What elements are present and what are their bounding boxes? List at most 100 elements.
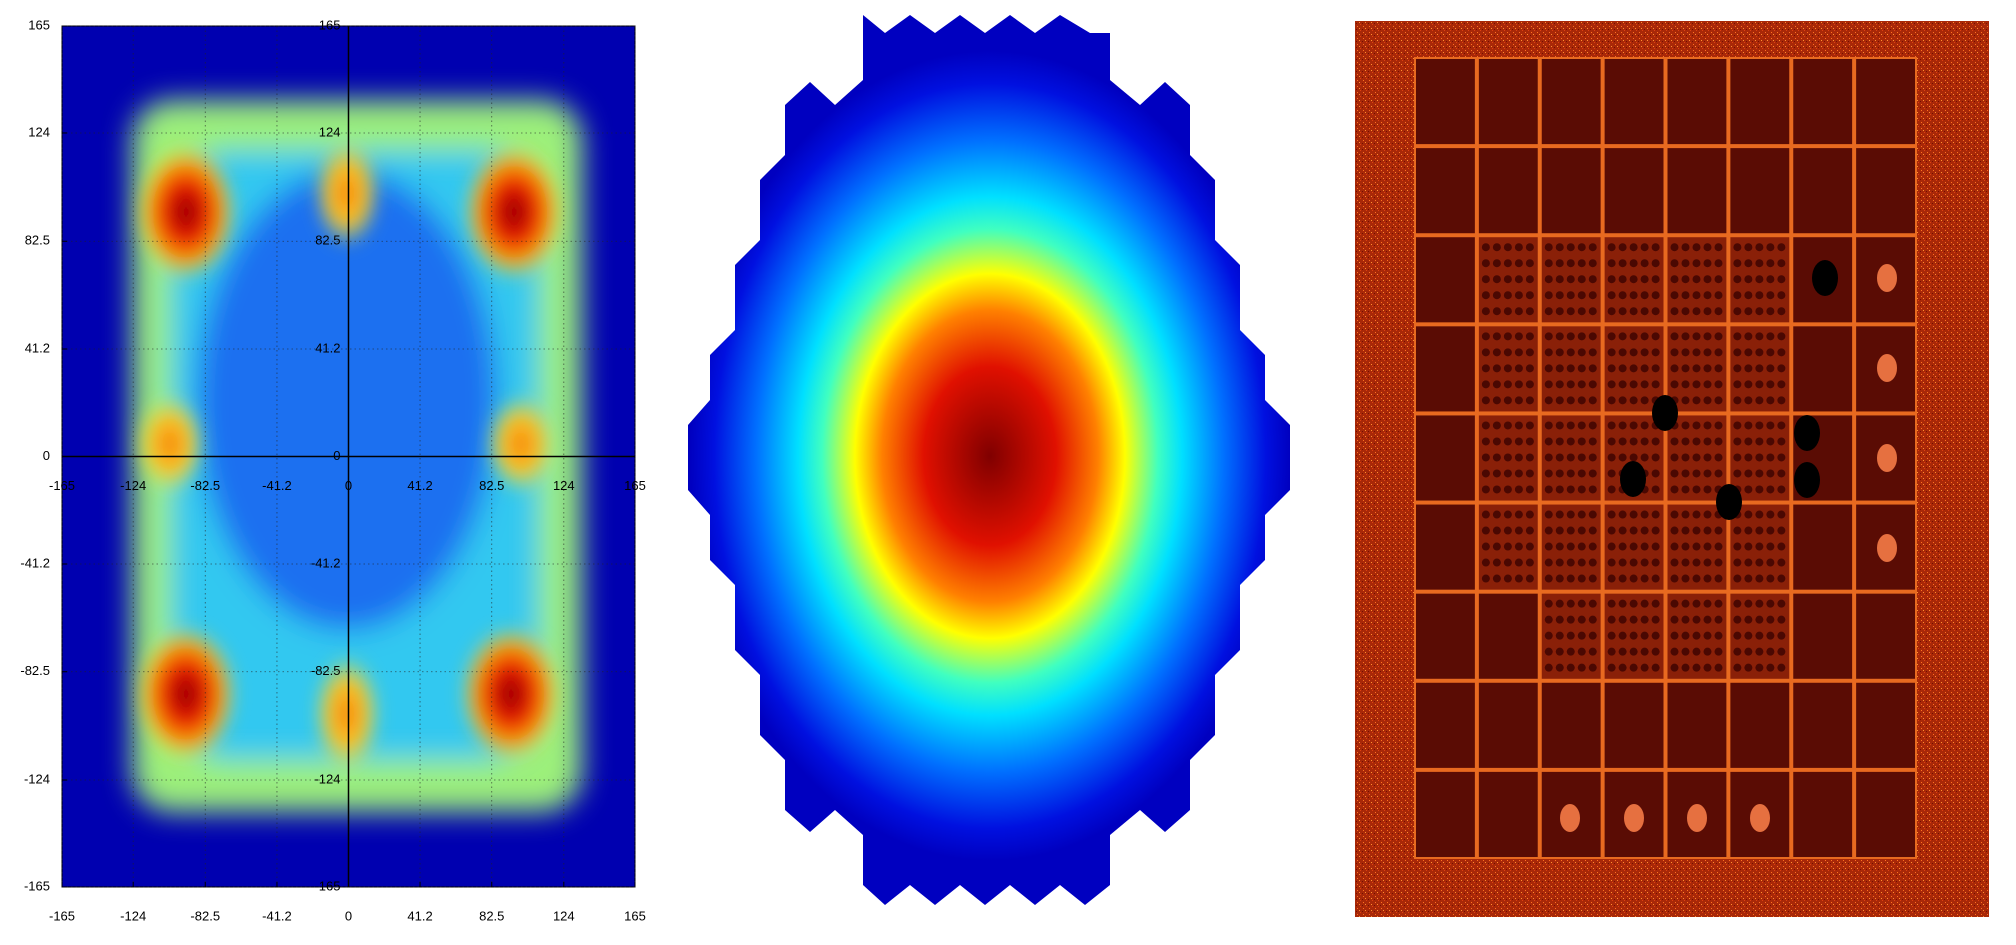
texture-hole [1766,396,1775,405]
texture-hole [1733,307,1742,316]
texture-hole [1566,542,1575,551]
texture-hole [1618,291,1627,300]
texture-hole [1525,396,1534,405]
texture-hole [1514,542,1523,551]
texture-hole [1618,631,1627,640]
texture-hole [1755,453,1764,462]
texture-hole [1703,631,1712,640]
texture-hole [1481,380,1490,389]
texture-hole [1492,259,1501,268]
texture-hole [1514,396,1523,405]
texture-hole [1607,380,1616,389]
texture-hole [1566,291,1575,300]
texture-hole [1640,275,1649,284]
y-axis-inner-label: -165 [314,878,340,893]
texture-hole [1492,526,1501,535]
texture-hole [1733,275,1742,284]
texture-hole [1755,599,1764,608]
texture-hole [1651,574,1660,583]
texture-hole [1681,259,1690,268]
texture-cell [1478,771,1538,857]
texture-hole [1525,453,1534,462]
texture-hole [1607,348,1616,357]
texture-hole [1544,291,1553,300]
texture-hole [1588,259,1597,268]
texture-hole [1777,307,1786,316]
texture-hole [1607,364,1616,373]
texture-hole [1703,348,1712,357]
texture-hole [1640,558,1649,567]
texture-hole [1714,599,1723,608]
texture-hole [1629,542,1638,551]
texture-hole [1577,599,1586,608]
texture-hole [1566,485,1575,494]
texture-hole [1640,380,1649,389]
texture-hole [1629,364,1638,373]
texture-hole [1670,259,1679,268]
texture-hole [1744,291,1753,300]
x-tick-label: 165 [624,908,646,923]
texture-hole [1777,332,1786,341]
texture-hole [1714,469,1723,478]
texture-cell [1416,237,1475,323]
texture-hole [1703,307,1712,316]
texture-hole [1714,396,1723,405]
texture-hole [1681,243,1690,252]
texture-hole [1588,380,1597,389]
texture-hole [1744,615,1753,624]
texture-hole [1503,469,1512,478]
texture-hole [1577,453,1586,462]
texture-hole [1525,259,1534,268]
texture-hole [1577,307,1586,316]
texture-hole [1555,259,1564,268]
texture-hole [1777,421,1786,430]
x-tick-label: -82.5 [190,908,220,923]
y-axis-inner-label: 0 [333,448,340,463]
texture-hole [1555,291,1564,300]
texture-hole [1766,615,1775,624]
texture-hole [1607,437,1616,446]
texture-hole [1525,469,1534,478]
texture-hole [1481,558,1490,567]
texture-hole [1629,526,1638,535]
texture-hole [1744,437,1753,446]
texture-hole [1651,510,1660,519]
texture-hole [1692,307,1701,316]
texture-hole [1555,599,1564,608]
x-tick-label: 41.2 [407,908,432,923]
texture-hole [1629,291,1638,300]
y-tick-label: 124 [28,124,50,139]
texture-hole [1651,469,1660,478]
texture-hole [1755,510,1764,519]
x-axis-inner-label: -124 [120,478,146,493]
texture-hole [1555,526,1564,535]
texture-hole [1670,558,1679,567]
texture-hole [1503,291,1512,300]
texture-hole [1777,526,1786,535]
texture-hole [1577,485,1586,494]
texture-cell [1667,682,1727,768]
texture-hole [1492,453,1501,462]
texture-hole [1525,332,1534,341]
texture-hole [1651,275,1660,284]
x-tick-label: 124 [553,908,575,923]
texture-cell [1416,771,1475,857]
texture-hole [1577,291,1586,300]
texture-cell [1793,593,1853,679]
texture-hole [1577,469,1586,478]
texture-hole [1618,380,1627,389]
texture-hole [1492,243,1501,252]
texture-hole [1555,364,1564,373]
texture-hole [1744,421,1753,430]
texture-hole [1766,291,1775,300]
texture-hole [1577,437,1586,446]
texture-hole [1503,485,1512,494]
texture-hole [1670,631,1679,640]
texture-hole [1744,243,1753,252]
texture-hole [1733,364,1742,373]
texture-hole [1544,663,1553,672]
texture-hole [1640,243,1649,252]
texture-hole [1733,574,1742,583]
texture-hole [1744,663,1753,672]
